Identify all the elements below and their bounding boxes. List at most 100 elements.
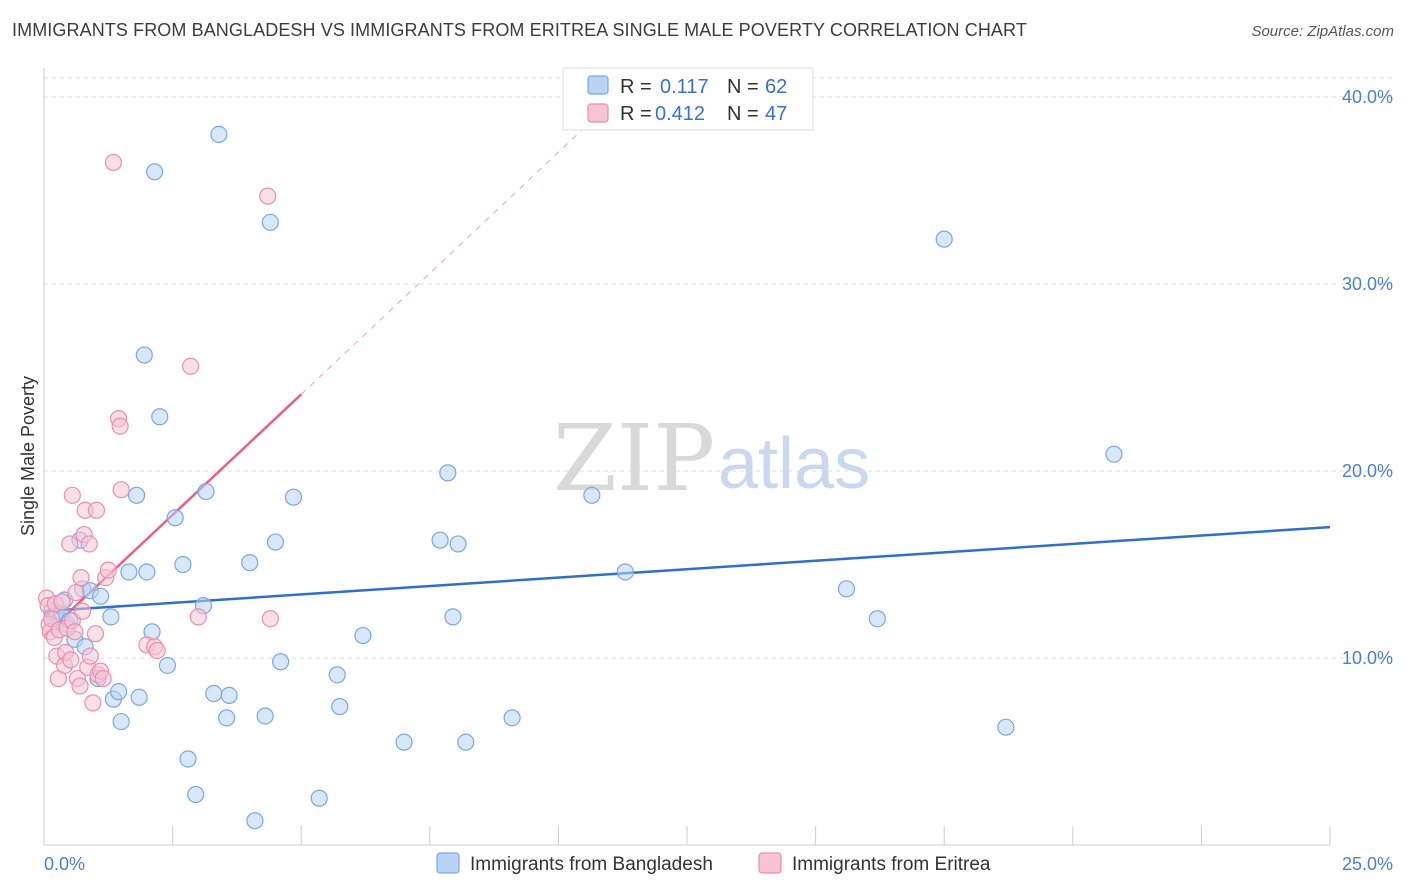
point-eritrea bbox=[99, 561, 117, 579]
point-eritrea bbox=[73, 602, 92, 620]
point-bangladesh bbox=[210, 125, 228, 143]
y-axis-title: Single Male Poverty bbox=[18, 376, 38, 536]
chart-title: IMMIGRANTS FROM BANGLADESH VS IMMIGRANTS… bbox=[12, 20, 1027, 40]
point-bangladesh bbox=[151, 408, 169, 426]
point-bangladesh bbox=[457, 733, 475, 751]
point-eritrea bbox=[71, 677, 89, 695]
legend-n-value-bangladesh: 62 bbox=[765, 76, 787, 98]
point-bangladesh bbox=[218, 709, 236, 727]
y-tick-label: 20.0% bbox=[1342, 461, 1393, 481]
point-bangladesh bbox=[91, 587, 110, 605]
x-tick-label-min: 0.0% bbox=[44, 854, 85, 874]
bottom-legend-label-bangladesh: Immigrants from Bangladesh bbox=[470, 854, 713, 875]
point-bangladesh bbox=[179, 750, 197, 768]
y-tick-label: 40.0% bbox=[1342, 87, 1393, 107]
point-bangladesh bbox=[444, 608, 462, 626]
point-bangladesh bbox=[174, 555, 192, 574]
point-bangladesh bbox=[220, 686, 238, 705]
point-bangladesh bbox=[109, 683, 128, 701]
watermark-zip: ZIP bbox=[553, 405, 715, 512]
legend-n-label-bangladesh: N = bbox=[727, 76, 759, 98]
point-eritrea bbox=[189, 608, 207, 626]
point-bangladesh bbox=[449, 535, 467, 553]
legend-swatch-eritrea bbox=[587, 103, 609, 123]
bottom-legend-swatch-bangladesh bbox=[436, 852, 460, 874]
point-eritrea bbox=[61, 535, 79, 553]
bottom-legend-label-eritrea: Immigrants from Eritrea bbox=[792, 854, 991, 875]
point-bangladesh bbox=[431, 531, 449, 549]
chart-source: Source: ZipAtlas.com bbox=[1251, 23, 1394, 40]
point-bangladesh bbox=[439, 464, 457, 482]
point-bangladesh bbox=[354, 626, 372, 645]
point-bangladesh bbox=[284, 488, 303, 506]
point-bangladesh bbox=[261, 213, 279, 231]
point-bangladesh bbox=[310, 789, 328, 807]
legend-swatch-bangladesh bbox=[587, 75, 609, 95]
point-bangladesh bbox=[1105, 445, 1123, 463]
point-bangladesh bbox=[246, 812, 264, 830]
legend-r-value-eritrea: 0.412 bbox=[655, 103, 705, 125]
point-eritrea bbox=[112, 481, 130, 499]
point-eritrea bbox=[81, 647, 99, 665]
watermark: ZIP atlas bbox=[553, 405, 870, 512]
point-bangladesh bbox=[395, 733, 413, 751]
point-bangladesh bbox=[135, 346, 153, 364]
point-bangladesh bbox=[503, 709, 521, 727]
point-eritrea bbox=[111, 417, 129, 435]
point-eritrea bbox=[72, 568, 90, 587]
point-eritrea bbox=[62, 651, 80, 669]
point-eritrea bbox=[67, 583, 85, 602]
point-bangladesh bbox=[935, 230, 953, 248]
point-eritrea bbox=[182, 357, 200, 375]
point-eritrea bbox=[87, 501, 106, 519]
point-bangladesh bbox=[120, 563, 138, 581]
point-bangladesh bbox=[102, 608, 120, 626]
point-bangladesh bbox=[997, 718, 1015, 736]
point-bangladesh bbox=[328, 666, 346, 684]
point-bangladesh bbox=[130, 688, 148, 706]
point-bangladesh bbox=[112, 712, 130, 731]
point-eritrea bbox=[259, 187, 277, 205]
point-eritrea bbox=[63, 486, 81, 504]
point-bangladesh bbox=[158, 656, 177, 675]
point-bangladesh bbox=[138, 563, 156, 581]
point-eritrea bbox=[86, 625, 105, 643]
point-bangladesh bbox=[241, 554, 259, 572]
point-bangladesh bbox=[583, 486, 601, 504]
point-eritrea bbox=[80, 535, 98, 553]
point-bangladesh bbox=[187, 785, 205, 804]
trend-line-bangladesh bbox=[43, 525, 1331, 613]
point-bangladesh bbox=[616, 563, 634, 581]
point-bangladesh bbox=[256, 707, 274, 725]
point-eritrea bbox=[53, 593, 71, 611]
grid-lines bbox=[44, 77, 1393, 659]
point-bangladesh bbox=[331, 698, 349, 716]
trend-line-eritrea-extension bbox=[300, 122, 590, 395]
watermark-atlas: atlas bbox=[718, 424, 870, 504]
point-bangladesh bbox=[145, 163, 164, 181]
legend-r-label-eritrea: R = bbox=[620, 103, 652, 125]
bottom-legend: Immigrants from Bangladesh Immigrants fr… bbox=[436, 852, 991, 875]
point-bangladesh bbox=[868, 610, 886, 628]
point-eritrea bbox=[84, 694, 102, 712]
series-eritrea-points bbox=[37, 153, 279, 712]
point-bangladesh bbox=[127, 486, 146, 504]
legend-n-label-eritrea: N = bbox=[727, 103, 759, 125]
trend-lines bbox=[43, 122, 1331, 637]
x-tick-label-max: 25.0% bbox=[1342, 854, 1393, 874]
legend-n-value-eritrea: 47 bbox=[765, 103, 787, 125]
point-bangladesh bbox=[166, 509, 184, 527]
bottom-legend-swatch-eritrea bbox=[758, 852, 782, 874]
point-eritrea bbox=[66, 623, 84, 641]
point-eritrea bbox=[148, 641, 166, 660]
y-tick-labels: 10.0% 20.0% 30.0% 40.0% bbox=[1342, 87, 1393, 668]
y-tick-label: 30.0% bbox=[1342, 274, 1393, 294]
point-bangladesh bbox=[272, 653, 290, 671]
legend-r-label-bangladesh: R = bbox=[620, 76, 652, 98]
legend-r-value-bangladesh: 0.117 bbox=[660, 76, 709, 98]
point-bangladesh bbox=[837, 580, 856, 598]
y-tick-label: 10.0% bbox=[1342, 648, 1393, 668]
x-tick-marks bbox=[43, 826, 1331, 845]
